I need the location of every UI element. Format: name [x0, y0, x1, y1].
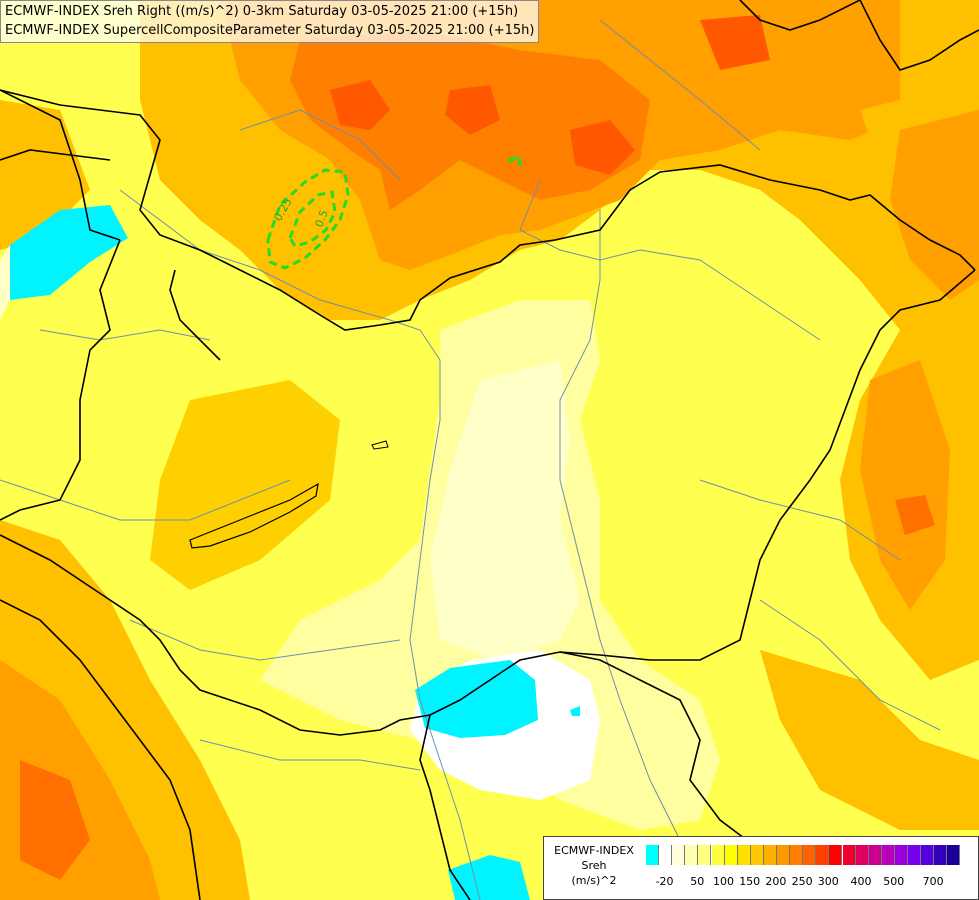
legend-swatch — [881, 845, 895, 865]
helicity-field-central-pale-2 — [430, 360, 580, 660]
helicity-core-southwest — [20, 760, 90, 880]
legend-swatch — [947, 845, 961, 865]
legend-swatch — [934, 845, 948, 865]
scp-contours — [266, 153, 522, 270]
legend-swatch — [803, 845, 817, 865]
map-title-box: ECMWF-INDEX Sreh Right ((m/s)^2) 0-3km S… — [0, 0, 540, 43]
legend-swatch — [750, 845, 764, 865]
helicity-core-east — [895, 495, 935, 535]
map-title-sreh: ECMWF-INDEX Sreh Right ((m/s)^2) 0-3km S… — [5, 4, 519, 19]
helicity-core-4 — [700, 15, 770, 70]
lake-small — [371, 440, 389, 450]
helicity-negative-bottom — [448, 855, 530, 900]
legend-swatch — [737, 845, 751, 865]
legend-title-unit: (m/s)^2 — [571, 874, 617, 887]
legend-title-variable: Sreh — [581, 859, 607, 872]
legend-tick-label: 250 — [791, 875, 813, 888]
helicity-negative-west — [10, 205, 128, 300]
legend-swatch — [724, 845, 738, 865]
legend-swatch — [855, 845, 869, 865]
legend-swatch — [777, 845, 791, 865]
scp-contour-05 — [288, 190, 337, 248]
scp-contour-small — [505, 153, 522, 167]
legend-swatch — [842, 845, 856, 865]
legend-swatch — [711, 845, 725, 865]
legend-swatch — [908, 845, 922, 865]
helicity-negative-southeast — [570, 706, 580, 716]
legend-swatch — [698, 845, 712, 865]
legend-tick-label: 100 — [713, 875, 734, 888]
legend-swatch — [763, 845, 777, 865]
helicity-negative-south — [415, 660, 538, 738]
scp-label-05: 0.5 — [313, 208, 331, 229]
helicity-field-east-3 — [860, 360, 950, 610]
map-title-scp: ECMWF-INDEX SupercellCompositeParameter … — [5, 23, 535, 38]
legend-swatch — [816, 845, 830, 865]
legend-swatch — [646, 845, 660, 865]
rivers — [0, 19, 941, 900]
legend-tick-label: 400 — [850, 875, 872, 888]
legend-tick-label: 700 — [922, 875, 944, 888]
legend-tick-label: 150 — [739, 875, 761, 888]
legend-swatch — [790, 845, 804, 865]
legend-tick-label: 500 — [883, 875, 905, 888]
legend-swatch — [868, 845, 882, 865]
legend-swatch — [659, 845, 673, 865]
helicity-core-3 — [445, 85, 500, 135]
legend-tick-label: 50 — [690, 875, 705, 888]
color-legend: ECMWF-INDEX Sreh (m/s)^2 -20 50 100 150 200 2… — [543, 836, 979, 900]
helicity-core-2 — [570, 120, 635, 175]
lake-balaton — [189, 482, 319, 549]
legend-swatch — [921, 845, 935, 865]
helicity-field-white-west — [0, 245, 10, 320]
scp-contour-025 — [266, 168, 350, 270]
legend-title: ECMWF-INDEX Sreh (m/s)^2 — [546, 843, 642, 888]
legend-swatch — [829, 845, 843, 865]
legend-swatch — [685, 845, 699, 865]
helicity-core-1 — [330, 80, 390, 130]
legend-tick-label: -20 — [655, 875, 674, 888]
legend-title-model: ECMWF-INDEX — [554, 844, 634, 857]
helicity-field-southeast — [760, 650, 979, 830]
legend-swatch — [672, 845, 686, 865]
legend-swatch — [894, 845, 908, 865]
legend-tick-label: 300 — [817, 875, 839, 888]
legend-tick-label: 200 — [765, 875, 787, 888]
